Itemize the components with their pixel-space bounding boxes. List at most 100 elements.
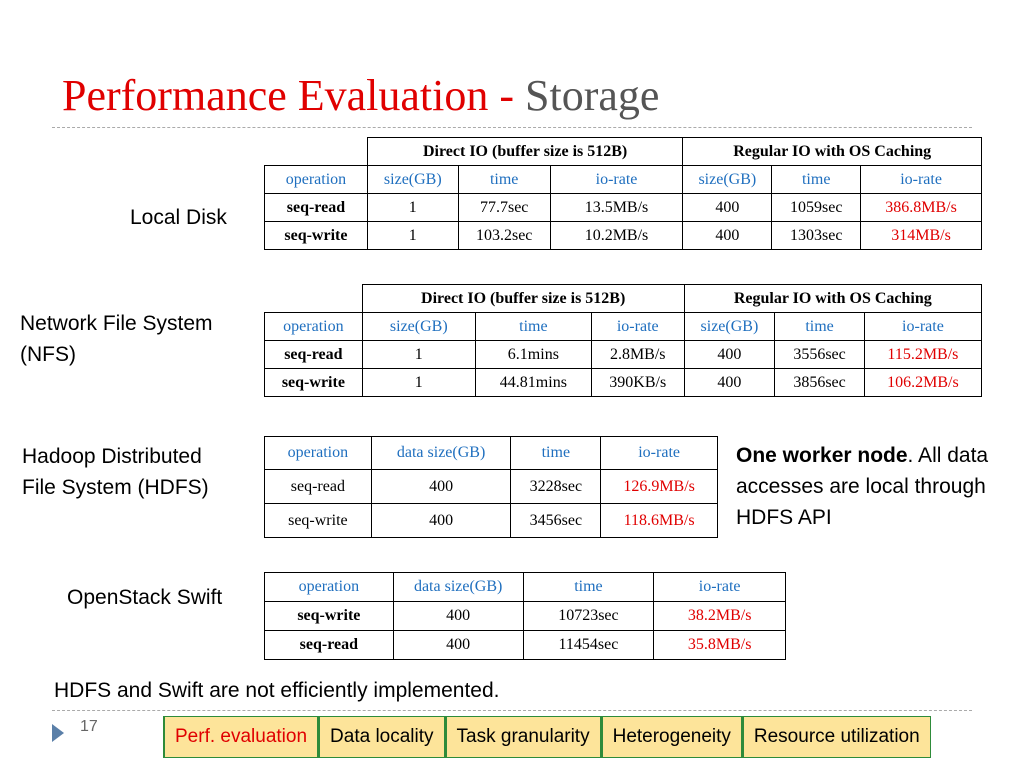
nfs-table: Direct IO (buffer size is 512B) Regular … xyxy=(264,284,983,397)
column-header: time xyxy=(474,312,592,341)
nfs-label-line: (NFS) xyxy=(20,343,76,366)
table-cell: 35.8MB/s xyxy=(653,630,786,660)
column-header: io-rate xyxy=(860,165,982,194)
column-header: io-rate xyxy=(590,312,685,341)
table-cell: 390KB/s xyxy=(590,368,685,397)
column-header: operation xyxy=(264,572,394,602)
hdfs-note-text: . All data accesses are local through HD… xyxy=(736,444,989,529)
local-disk-label: Local Disk xyxy=(130,206,227,229)
table-cell: 1 xyxy=(361,368,476,397)
table-cell: seq-write xyxy=(264,601,394,631)
group-header: Direct IO (buffer size is 512B) xyxy=(361,284,685,313)
nfs-label-line: Network File System xyxy=(20,312,213,335)
table-row: seq-read 400 3228sec 126.9MB/s xyxy=(264,469,718,504)
table-cell: 400 xyxy=(682,193,773,222)
column-header: io-rate xyxy=(549,165,684,194)
table-cell: 400 xyxy=(683,340,776,369)
table-cell: 2.8MB/s xyxy=(590,340,685,369)
column-header: io-rate xyxy=(600,436,718,470)
table-cell: 386.8MB/s xyxy=(860,193,982,222)
page-number: 17 xyxy=(80,718,98,735)
table-row: seq-read 400 11454sec 35.8MB/s xyxy=(264,630,786,660)
table-cell: seq-write xyxy=(264,503,372,538)
column-header: time xyxy=(457,165,551,194)
column-header: time xyxy=(510,436,602,470)
column-header: operation xyxy=(264,436,372,470)
column-header: time xyxy=(522,572,655,602)
hdfs-label-line: File System (HDFS) xyxy=(22,476,209,499)
table-cell: 1059sec xyxy=(771,193,862,222)
table-cell: 3456sec xyxy=(510,503,602,538)
table-row: seq-read 1 6.1mins 2.8MB/s 400 3556sec 1… xyxy=(264,340,983,369)
table-cell: seq-read xyxy=(264,340,363,369)
nav-tab-heterogeneity[interactable]: Heterogeneity xyxy=(600,716,742,758)
column-header: size(GB) xyxy=(683,312,776,341)
table-cell: 11454sec xyxy=(522,630,655,660)
nav-tab-data-locality[interactable]: Data locality xyxy=(318,716,445,758)
hdfs-note: One worker node. All data accesses are l… xyxy=(736,440,1006,533)
table-cell: 1 xyxy=(366,221,459,250)
table-cell: 6.1mins xyxy=(474,340,592,369)
table-group-row: Direct IO (buffer size is 512B) Regular … xyxy=(264,284,983,313)
table-cell: 1 xyxy=(366,193,459,222)
table-header-row: operation data size(GB) time io-rate xyxy=(264,572,786,602)
table-cell: 126.9MB/s xyxy=(600,469,718,504)
table-cell: 115.2MB/s xyxy=(863,340,983,369)
table-cell: 400 xyxy=(370,503,512,538)
table-row: seq-write 1 44.81mins 390KB/s 400 3856se… xyxy=(264,368,983,397)
nav-tab-resource-utilization[interactable]: Resource utilization xyxy=(741,716,931,758)
table-cell: seq-read xyxy=(264,193,368,222)
section-nav: Perf. evaluation Data locality Task gran… xyxy=(163,716,931,758)
table-cell: 44.81mins xyxy=(474,368,592,397)
table-cell: 400 xyxy=(683,368,776,397)
table-cell: 1 xyxy=(361,340,476,369)
table-row: seq-write 1 103.2sec 10.2MB/s 400 1303se… xyxy=(264,221,982,250)
table-cell: 1303sec xyxy=(771,221,862,250)
table-cell: 3228sec xyxy=(510,469,602,504)
table-cell: 3856sec xyxy=(774,368,865,397)
table-cell: 10723sec xyxy=(522,601,655,631)
column-header: operation xyxy=(264,312,363,341)
group-header: Direct IO (buffer size is 512B) xyxy=(366,137,684,166)
table-header-row: operation size(GB) time io-rate size(GB)… xyxy=(264,312,983,341)
nav-tab-task-granularity[interactable]: Task granularity xyxy=(444,716,601,758)
hdfs-table: operation data size(GB) time io-rate seq… xyxy=(264,436,718,538)
title-subtitle: Storage xyxy=(525,71,660,120)
footer-divider xyxy=(52,710,972,711)
column-header: time xyxy=(771,165,862,194)
table-row: seq-write 400 3456sec 118.6MB/s xyxy=(264,503,718,538)
table-cell: 77.7sec xyxy=(457,193,551,222)
local-disk-table: Direct IO (buffer size is 512B) Regular … xyxy=(264,137,982,250)
table-cell: 103.2sec xyxy=(457,221,551,250)
column-header: time xyxy=(774,312,865,341)
column-header: data size(GB) xyxy=(370,436,512,470)
title-main: Performance Evaluation xyxy=(62,71,489,120)
table-cell: 400 xyxy=(392,630,524,660)
column-header: operation xyxy=(264,165,368,194)
table-header-row: operation data size(GB) time io-rate xyxy=(264,436,718,470)
hdfs-label: Hadoop Distributed File System (HDFS) xyxy=(22,441,209,503)
title-divider xyxy=(52,127,972,128)
table-cell: seq-write xyxy=(264,221,368,250)
column-header: io-rate xyxy=(653,572,786,602)
title-separator: - xyxy=(499,71,515,120)
group-header: Regular IO with OS Caching xyxy=(682,137,982,166)
play-icon xyxy=(52,724,64,742)
table-header-row: operation size(GB) time io-rate size(GB)… xyxy=(264,165,982,194)
nav-tab-perf-evaluation[interactable]: Perf. evaluation xyxy=(163,716,319,758)
column-header: size(GB) xyxy=(682,165,773,194)
column-header: data size(GB) xyxy=(392,572,524,602)
table-cell: 10.2MB/s xyxy=(549,221,684,250)
table-cell: 118.6MB/s xyxy=(600,503,718,538)
swift-table: operation data size(GB) time io-rate seq… xyxy=(264,572,786,660)
table-cell: 38.2MB/s xyxy=(653,601,786,631)
hdfs-label-line: Hadoop Distributed xyxy=(22,445,202,468)
table-group-row: Direct IO (buffer size is 512B) Regular … xyxy=(264,137,982,166)
table-row: seq-write 400 10723sec 38.2MB/s xyxy=(264,601,786,631)
table-cell: seq-write xyxy=(264,368,363,397)
table-cell: 400 xyxy=(392,601,524,631)
hdfs-note-bold: One worker node xyxy=(736,444,908,467)
table-cell: seq-read xyxy=(264,469,372,504)
footer-note: HDFS and Swift are not efficiently imple… xyxy=(54,679,500,702)
table-cell: 400 xyxy=(682,221,773,250)
